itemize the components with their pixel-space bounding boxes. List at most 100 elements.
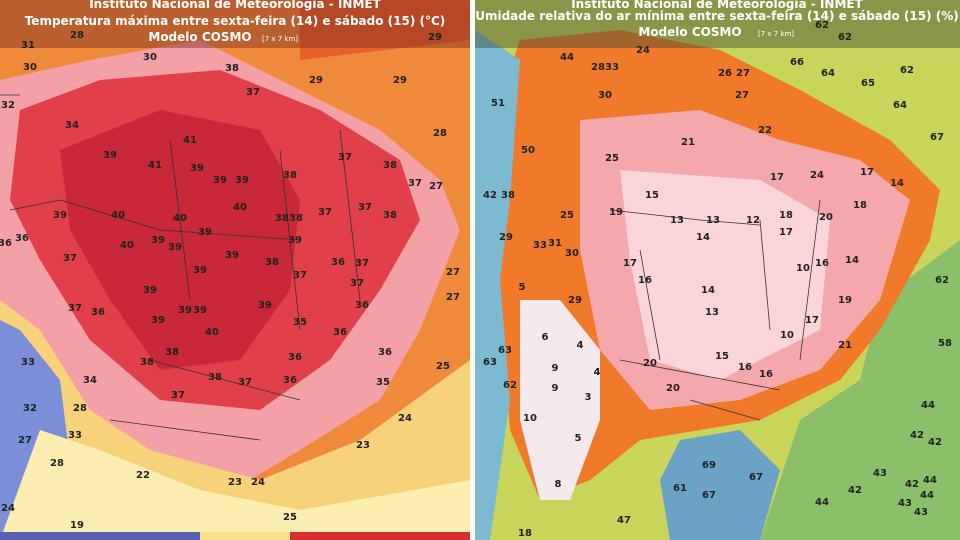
map-label: 37 — [408, 178, 422, 189]
map-label: 42 — [910, 430, 924, 441]
map-label: 24 — [810, 170, 824, 181]
map-label: 33 — [533, 240, 547, 251]
map-label: 40 — [111, 210, 125, 221]
map-label: 38 — [165, 347, 179, 358]
map-label: 22 — [136, 470, 150, 481]
map-label: 42 — [905, 479, 919, 490]
map-label: 36 — [15, 233, 29, 244]
map-label: 37 — [350, 278, 364, 289]
map-label: 18 — [853, 200, 867, 211]
map-label: 36 — [331, 257, 345, 268]
map-label: 17 — [779, 227, 793, 238]
map-label: 4 — [577, 340, 584, 351]
humidity-map — [475, 0, 960, 540]
map-label: 40 — [173, 213, 187, 224]
map-label: 38 — [275, 213, 289, 224]
map-label: 39 — [258, 300, 272, 311]
map-label: 15 — [715, 351, 729, 362]
map-label: 18 — [779, 210, 793, 221]
map-label: 63 — [498, 345, 512, 356]
map-label: 21 — [681, 137, 695, 148]
map-label: 69 — [702, 460, 716, 471]
map-label: 17 — [860, 167, 874, 178]
map-label: 39 — [235, 175, 249, 186]
map-label: 38 — [225, 63, 239, 74]
map-label: 10 — [780, 330, 794, 341]
map-label: 62 — [815, 20, 829, 31]
map-label: 20 — [819, 212, 833, 223]
map-label: 36 — [355, 300, 369, 311]
map-label: 43 — [873, 468, 887, 479]
map-label: 6 — [542, 332, 549, 343]
map-label: 35 — [293, 317, 307, 328]
map-label: 13 — [705, 307, 719, 318]
map-label: 14 — [890, 178, 904, 189]
map-label: 29 — [568, 295, 582, 306]
map-label: 23 — [356, 440, 370, 451]
color-scale — [0, 532, 470, 540]
model: Modelo COSMO — [638, 25, 741, 39]
map-label: 26 — [718, 68, 732, 79]
map-label: 31 — [548, 238, 562, 249]
map-label: 39 — [190, 163, 204, 174]
map-label: 65 — [861, 78, 875, 89]
map-label: 42 — [483, 190, 497, 201]
map-label: 12 — [746, 215, 760, 226]
map-label: 33 — [605, 62, 619, 73]
map-label: 62 — [900, 65, 914, 76]
map-label: 44 — [920, 490, 934, 501]
map-label: 39 — [288, 235, 302, 246]
map-label: 24 — [1, 503, 15, 514]
map-label: 39 — [151, 235, 165, 246]
map-label: 41 — [183, 135, 197, 146]
map-label: 24 — [251, 477, 265, 488]
map-label: 37 — [293, 270, 307, 281]
map-label: 61 — [673, 483, 687, 494]
map-label: 27 — [446, 267, 460, 278]
map-label: 44 — [923, 475, 937, 486]
map-label: 36 — [283, 375, 297, 386]
map-label: 34 — [83, 375, 97, 386]
map-label: 14 — [696, 232, 710, 243]
map-label: 41 — [148, 160, 162, 171]
map-label: 19 — [838, 295, 852, 306]
map-label: 29 — [309, 75, 323, 86]
map-label: 39 — [53, 210, 67, 221]
resolution: [7 x 7 km] — [758, 30, 794, 38]
map-label: 50 — [521, 145, 535, 156]
map-label: 27 — [735, 90, 749, 101]
map-label: 39 — [213, 175, 227, 186]
map-label: 39 — [103, 150, 117, 161]
map-label: 39 — [178, 305, 192, 316]
map-label: 20 — [666, 383, 680, 394]
map-label: 27 — [18, 435, 32, 446]
map-label: 8 — [555, 479, 562, 490]
map-label: 29 — [393, 75, 407, 86]
map-label: 10 — [523, 413, 537, 424]
map-label: 30 — [565, 248, 579, 259]
map-label: 25 — [436, 361, 450, 372]
map-label: 30 — [23, 62, 37, 73]
map-label: 18 — [518, 528, 532, 539]
map-label: 67 — [930, 132, 944, 143]
map-label: 36 — [0, 238, 12, 249]
map-label: 27 — [736, 68, 750, 79]
map-label: 66 — [790, 57, 804, 68]
map-label: 27 — [446, 292, 460, 303]
map-label: 37 — [338, 152, 352, 163]
map-label: 13 — [706, 215, 720, 226]
map-label: 29 — [499, 232, 513, 243]
map-label: 44 — [921, 400, 935, 411]
map-label: 9 — [552, 363, 559, 374]
map-label: 37 — [238, 377, 252, 388]
map-label: 67 — [702, 490, 716, 501]
map-label: 33 — [68, 430, 82, 441]
map-label: 17 — [805, 315, 819, 326]
map-label: 64 — [893, 100, 907, 111]
map-label: 37 — [318, 207, 332, 218]
map-label: 67 — [749, 472, 763, 483]
map-label: 62 — [503, 380, 517, 391]
map-label: 38 — [283, 170, 297, 181]
map-label: 32 — [1, 100, 15, 111]
map-label: 28 — [433, 128, 447, 139]
